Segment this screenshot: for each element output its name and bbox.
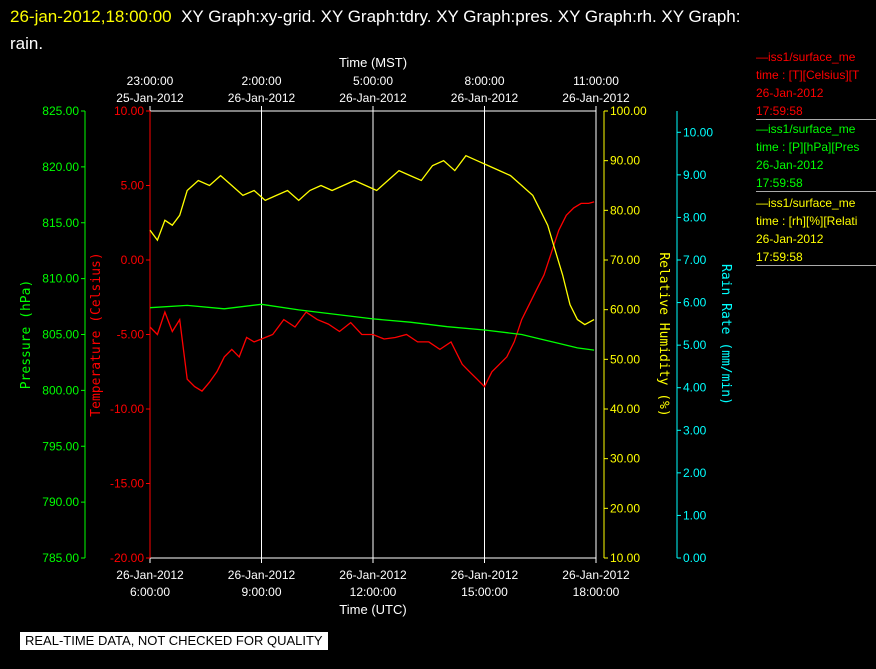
x-top-tick-label-time: 11:00:00 [573, 74, 619, 88]
header-titles: XY Graph:xy-grid. XY Graph:tdry. XY Grap… [181, 7, 741, 26]
temperature-tick-label: 10.00 [114, 104, 144, 118]
pressure-tick-label: 805.00 [42, 328, 79, 342]
temperature-tick-label: -20.00 [110, 551, 144, 565]
legend-time: 17:59:58 [756, 176, 803, 190]
x-top-tick-label-date: 26-Jan-2012 [562, 91, 630, 105]
legend-fields: time : [rh][%][Relati [756, 214, 858, 228]
pressure-tick-label: 785.00 [42, 551, 79, 565]
pressure-tick-label: 825.00 [42, 104, 79, 118]
series-humidity-line [149, 154, 595, 326]
legend-series: —iss1/surface_me [756, 196, 856, 210]
humidity-tick-label: 90.00 [610, 154, 640, 168]
humidity-axis-label: Relative Humidity (%) [656, 252, 671, 416]
pressure-tick-label: 810.00 [42, 272, 79, 286]
x-top-tick-label-date: 26-Jan-2012 [339, 91, 407, 105]
humidity-tick-label: 40.00 [610, 402, 640, 416]
humidity-tick-label: 80.00 [610, 203, 640, 217]
header-titles-line2: rain. [10, 34, 44, 53]
legend-time: 17:59:58 [756, 250, 803, 264]
rain-tick-label: 4.00 [683, 381, 707, 395]
x-top-tick-label-date: 26-Jan-2012 [228, 91, 296, 105]
pressure-tick-label: 800.00 [42, 383, 79, 397]
humidity-tick-label: 50.00 [610, 352, 640, 366]
legend-separator [756, 191, 876, 192]
x-tick-label-date: 26-Jan-2012 [451, 568, 519, 582]
x-top-tick-label-time: 5:00:00 [353, 74, 393, 88]
x-tick-label-time: 6:00:00 [130, 585, 170, 599]
legend-time: 17:59:58 [756, 104, 803, 118]
x-top-tick-label-date: 26-Jan-2012 [451, 91, 519, 105]
pressure-tick-label: 820.00 [42, 160, 79, 174]
rain-tick-label: 3.00 [683, 423, 707, 437]
temperature-tick-label: -5.00 [117, 328, 145, 342]
legend-date: 26-Jan-2012 [756, 86, 824, 100]
series-temperature-line [149, 201, 595, 392]
legend-separator [756, 119, 876, 120]
temperature-tick-label: 0.00 [121, 253, 145, 267]
rain-tick-label: 0.00 [683, 551, 707, 565]
x-top-tick-label-time: 2:00:00 [241, 74, 281, 88]
x-top-axis-label: Time (MST) [339, 55, 407, 70]
legend-fields: time : [T][Celsius][T [756, 68, 860, 82]
legend-series: —iss1/surface_me [756, 50, 856, 64]
temperature-tick-label: 5.00 [121, 179, 145, 193]
humidity-tick-label: 10.00 [610, 551, 640, 565]
x-tick-label-date: 26-Jan-2012 [116, 568, 184, 582]
temperature-tick-label: -15.00 [110, 477, 144, 491]
rain-tick-label: 9.00 [683, 168, 707, 182]
legend-date: 26-Jan-2012 [756, 232, 824, 246]
series-pressure-line [149, 303, 595, 351]
x-tick-label-time: 18:00:00 [573, 585, 620, 599]
humidity-tick-label: 100.00 [610, 104, 647, 118]
rain-tick-label: 5.00 [683, 338, 707, 352]
legend-series: —iss1/surface_me [756, 122, 856, 136]
x-tick-label-date: 26-Jan-2012 [228, 568, 296, 582]
humidity-tick-label: 60.00 [610, 303, 640, 317]
x-tick-label-time: 12:00:00 [350, 585, 397, 599]
humidity-tick-label: 20.00 [610, 501, 640, 515]
humidity-tick-label: 30.00 [610, 452, 640, 466]
rain-tick-label: 7.00 [683, 253, 707, 267]
x-top-tick-label-time: 8:00:00 [464, 74, 504, 88]
temperature-tick-label: -10.00 [110, 402, 144, 416]
legend-date: 26-Jan-2012 [756, 158, 824, 172]
x-top-tick-label-time: 23:00:00 [127, 74, 174, 88]
temperature-axis-label: Temperature (Celsius) [89, 252, 104, 416]
x-tick-label-date: 26-Jan-2012 [339, 568, 407, 582]
x-axis-label: Time (UTC) [339, 602, 406, 617]
pressure-tick-label: 790.00 [42, 495, 79, 509]
rain-tick-label: 1.00 [683, 508, 707, 522]
humidity-tick-label: 70.00 [610, 253, 640, 267]
pressure-tick-label: 815.00 [42, 216, 79, 230]
rain-tick-label: 10.00 [683, 125, 713, 139]
header-date: 26-jan-2012,18:00:00 [10, 7, 172, 26]
x-top-tick-label-date: 25-Jan-2012 [116, 91, 184, 105]
rain-tick-label: 2.00 [683, 466, 707, 480]
pressure-tick-label: 795.00 [42, 439, 79, 453]
page-header: 26-jan-2012,18:00:00 XY Graph:xy-grid. X… [10, 3, 860, 57]
x-tick-label-time: 9:00:00 [241, 585, 281, 599]
x-tick-label-time: 15:00:00 [461, 585, 508, 599]
pressure-axis-label: Pressure (hPa) [19, 280, 34, 390]
x-tick-label-date: 26-Jan-2012 [562, 568, 630, 582]
rain-axis-label: Rain Rate (mm/min) [718, 264, 733, 405]
legend-separator [756, 265, 876, 266]
quality-warning-banner: REAL-TIME DATA, NOT CHECKED FOR QUALITY [20, 632, 328, 650]
rain-tick-label: 6.00 [683, 296, 707, 310]
rain-tick-label: 8.00 [683, 210, 707, 224]
legend-fields: time : [P][hPa][Pres [756, 140, 860, 154]
